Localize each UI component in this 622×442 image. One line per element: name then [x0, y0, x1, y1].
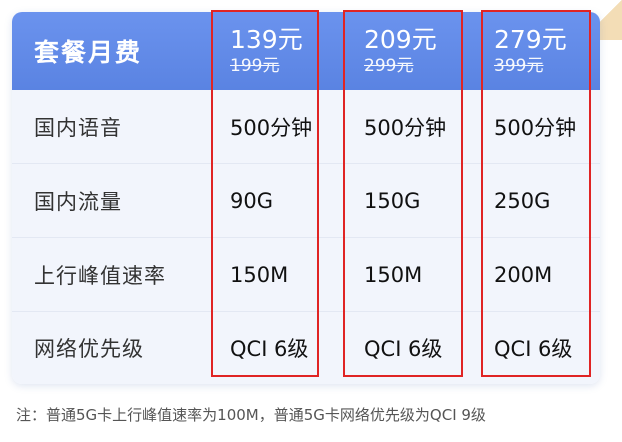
plan-2-price: 209元 [364, 25, 437, 54]
table-cell: 500分钟 [364, 115, 447, 140]
row-label: 国内流量 [34, 189, 122, 214]
table-cell: 150M [230, 262, 289, 287]
table-cell: QCI 6级 [364, 337, 443, 361]
table-row-network-priority: 网络优先级 QCI 6级 QCI 6级 QCI 6级 [12, 312, 600, 384]
plan-3-price-cell: 279元 399元 [494, 12, 600, 90]
header-label: 套餐月费 [34, 38, 143, 67]
table-cell: 150G [364, 188, 421, 213]
plan-1-price: 139元 [230, 25, 303, 54]
table-cell: 250G [494, 188, 551, 213]
table-row-upload-speed: 上行峰值速率 150M 150M 200M [12, 238, 600, 312]
header-label-cell: 套餐月费 [34, 12, 214, 90]
table-cell: QCI 6级 [494, 337, 573, 361]
table-cell: 150M [364, 262, 423, 287]
plan-2-price-cell: 209元 299元 [364, 12, 474, 90]
row-label: 国内语音 [34, 115, 122, 140]
plan-3-original-price: 399元 [494, 56, 544, 76]
footnote: 注：普通5G卡上行峰值速率为100M，普通5G卡网络优先级为QCI 9级 [16, 406, 486, 424]
plan-1-original-price: 199元 [230, 56, 280, 76]
table-row-data: 国内流量 90G 150G 250G [12, 164, 600, 238]
plan-3-price: 279元 [494, 25, 567, 54]
plan-comparison-table: 套餐月费 139元 199元 209元 299元 279元 399元 [12, 12, 600, 384]
table-cell: 90G [230, 188, 273, 213]
table-cell: 200M [494, 262, 553, 287]
table-cell: 500分钟 [494, 115, 577, 140]
table-header-row: 套餐月费 139元 199元 209元 299元 279元 399元 [12, 12, 600, 90]
table-cell: 500分钟 [230, 115, 313, 140]
plan-1-price-cell: 139元 199元 [230, 12, 340, 90]
table-row-voice: 国内语音 500分钟 500分钟 500分钟 [12, 90, 600, 164]
row-label: 上行峰值速率 [34, 263, 166, 288]
table-cell: QCI 6级 [230, 337, 309, 361]
plan-2-original-price: 299元 [364, 56, 414, 76]
row-label: 网络优先级 [34, 337, 144, 361]
